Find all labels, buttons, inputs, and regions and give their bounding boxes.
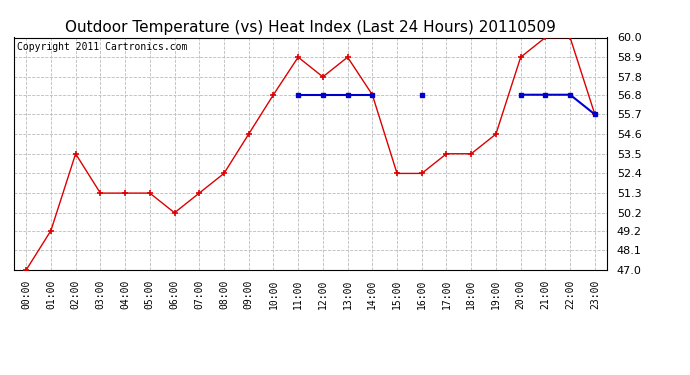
Text: Copyright 2011 Cartronics.com: Copyright 2011 Cartronics.com	[17, 42, 187, 52]
Title: Outdoor Temperature (vs) Heat Index (Last 24 Hours) 20110509: Outdoor Temperature (vs) Heat Index (Las…	[65, 20, 556, 35]
